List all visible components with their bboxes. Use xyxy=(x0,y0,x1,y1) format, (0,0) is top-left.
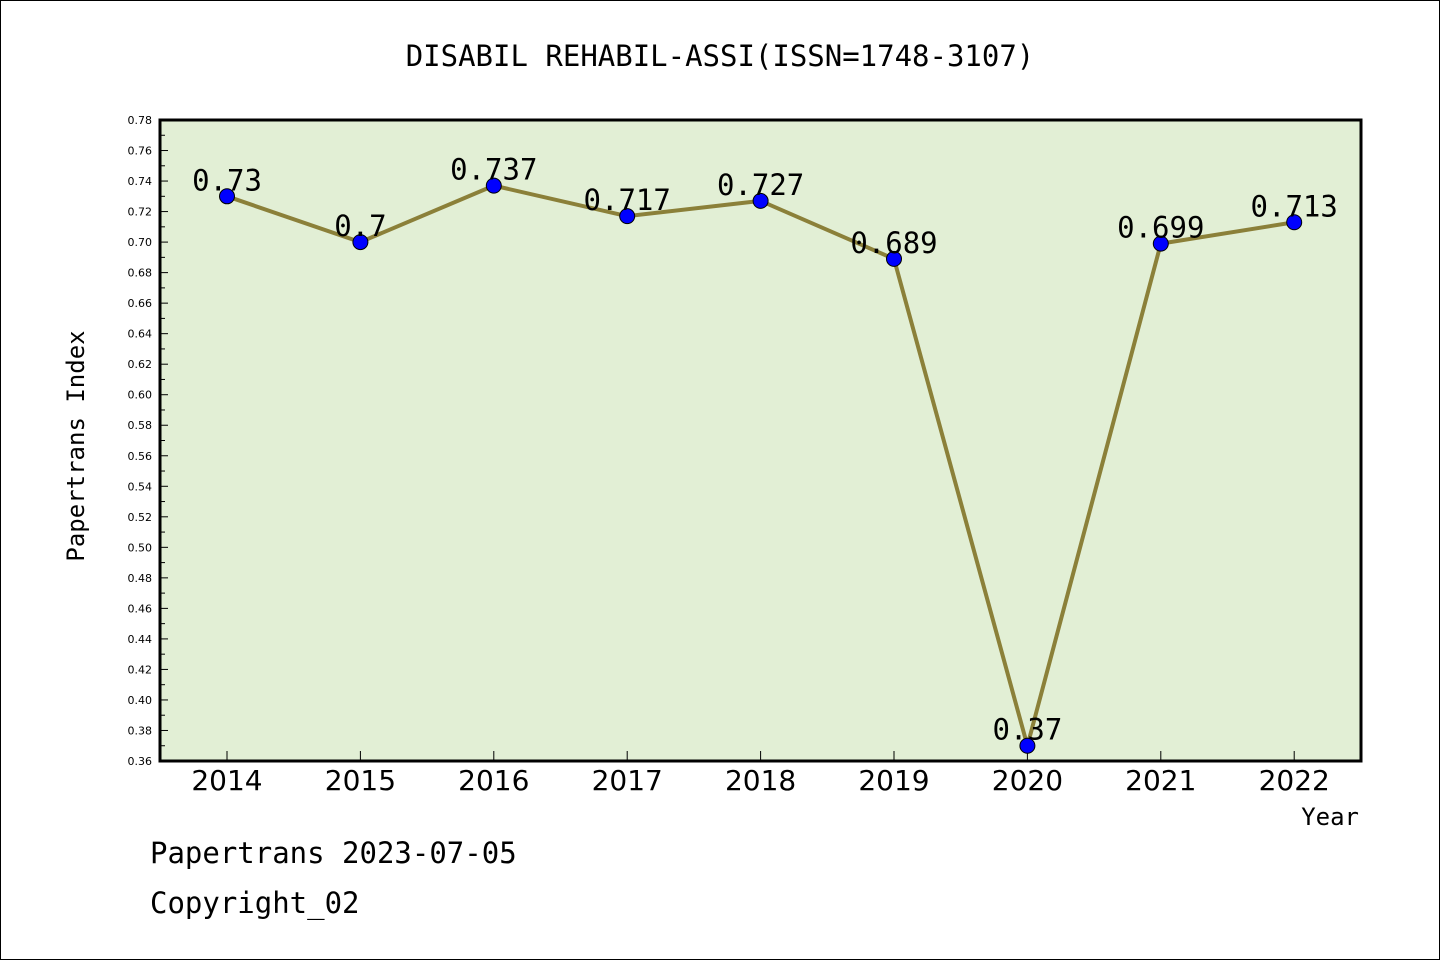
y-tick-label: 0.36 xyxy=(128,755,153,768)
x-tick-label: 2017 xyxy=(592,764,663,797)
x-tick-label: 2021 xyxy=(1125,764,1196,797)
data-label: 0.727 xyxy=(717,168,804,202)
footer-copyright: Copyright_02 xyxy=(150,886,360,920)
y-tick-label: 0.62 xyxy=(128,358,153,371)
data-label: 0.73 xyxy=(192,163,262,197)
x-tick-label: 2016 xyxy=(458,764,529,797)
data-point xyxy=(1019,737,1036,754)
data-label: 0.689 xyxy=(850,226,937,260)
y-tick-label: 0.64 xyxy=(128,328,153,341)
y-tick-label: 0.52 xyxy=(128,511,153,524)
data-labels: 0.73 0.7 0.737 0.717 0.727 0.689 0.37 0.699 0.71… xyxy=(192,153,1338,747)
y-tick-label: 0.42 xyxy=(128,663,153,676)
data-label: 0.713 xyxy=(1251,189,1338,223)
data-label: 0.37 xyxy=(992,713,1062,747)
data-point xyxy=(485,177,502,194)
y-tick-label: 0.68 xyxy=(128,267,153,280)
x-tick-label: 2014 xyxy=(191,764,262,797)
y-tick-label: 0.48 xyxy=(128,572,153,585)
y-tick-label: 0.58 xyxy=(128,419,153,432)
data-label: 0.7 xyxy=(334,209,386,243)
y-tick-label: 0.50 xyxy=(128,541,153,554)
x-tick-label: 2020 xyxy=(992,764,1063,797)
data-point xyxy=(752,192,769,209)
plot-area xyxy=(160,120,1361,761)
chart-title: DISABIL REHABIL-ASSI(ISSN=1748-3107) xyxy=(406,39,1035,73)
y-tick-label: 0.40 xyxy=(128,694,153,707)
data-point xyxy=(619,208,636,225)
footer-date: Papertrans 2023-07-05 xyxy=(150,836,517,870)
y-tick-label: 0.70 xyxy=(128,236,153,249)
data-label: 0.699 xyxy=(1117,211,1204,245)
data-point xyxy=(886,250,902,267)
y-tick-label: 0.38 xyxy=(128,724,153,737)
y-tick-label: 0.54 xyxy=(128,480,153,493)
x-tick-label: 2019 xyxy=(858,764,929,797)
data-point xyxy=(1152,235,1169,252)
y-tick-label: 0.56 xyxy=(128,450,153,463)
plot-border xyxy=(158,118,1363,763)
x-tick-label: 2018 xyxy=(725,764,796,797)
y-tick-label: 0.72 xyxy=(128,206,153,219)
data-label: 0.717 xyxy=(584,183,671,217)
series-markers xyxy=(219,177,1303,754)
x-axis-label: Year xyxy=(1301,803,1359,831)
data-point xyxy=(352,234,369,251)
y-tick-label: 0.78 xyxy=(128,114,153,127)
data-label: 0.737 xyxy=(450,153,537,187)
y-tick-label: 0.66 xyxy=(128,297,153,310)
x-tick-label: 2015 xyxy=(325,764,396,797)
data-point xyxy=(219,188,235,205)
y-tick-label: 0.60 xyxy=(128,389,153,402)
y-axis: 0.36 0.38 0.40 0.42 0.44 0.46 0.48 0.50 0.52 0.54… xyxy=(128,114,168,768)
x-axis: 2014 2015 2016 2017 2018 2019 2020 2021 2022 xyxy=(191,751,1330,797)
y-tick-label: 0.74 xyxy=(128,175,153,188)
y-tick-label: 0.44 xyxy=(128,633,153,646)
y-tick-label: 0.76 xyxy=(128,145,153,158)
data-point xyxy=(1286,214,1303,231)
x-tick-label: 2022 xyxy=(1259,764,1330,797)
y-tick-label: 0.46 xyxy=(128,602,153,615)
y-axis-label: Papertrans Index xyxy=(62,330,90,561)
